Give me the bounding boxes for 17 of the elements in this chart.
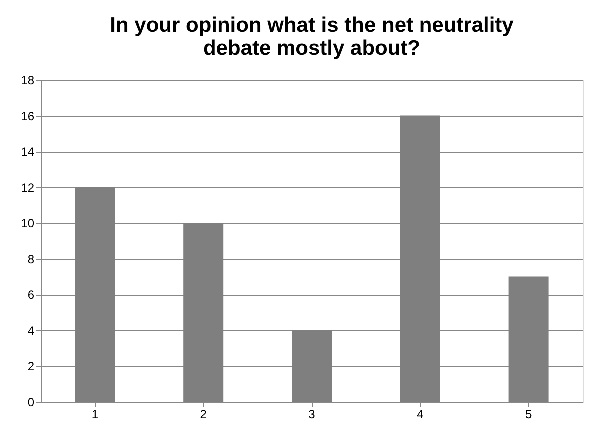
y-tick-label: 4 — [28, 324, 35, 338]
text: debate mostly about? — [203, 37, 421, 60]
y-tick-label: 12 — [21, 180, 35, 195]
x-tick-label: 5 — [525, 408, 532, 422]
y-tick-label: 18 — [21, 74, 35, 88]
text: In your opinion what is the net neutrality — [110, 14, 514, 37]
x-tick-label: 3 — [308, 408, 316, 422]
y-tick-label: 2 — [28, 360, 35, 374]
y-tick-label: 16 — [21, 109, 35, 124]
y-tick-label: 8 — [28, 252, 35, 266]
y-tick-label: 14 — [21, 145, 35, 160]
x-tick-label: 4 — [417, 408, 424, 422]
x-tick-label: 1 — [92, 408, 99, 422]
y-tick-label: 10 — [21, 216, 35, 231]
y-tick-label: 6 — [28, 288, 35, 302]
y-tick-label: 0 — [28, 396, 35, 410]
x-tick-label: 2 — [200, 408, 208, 422]
